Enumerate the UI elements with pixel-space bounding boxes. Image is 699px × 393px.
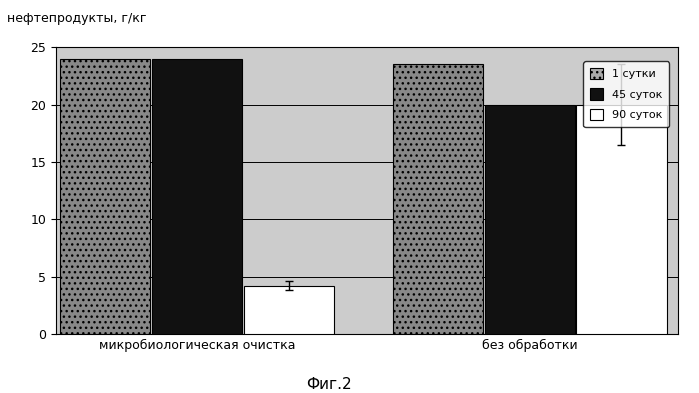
- Legend: 1 сутки, 45 суток, 90 суток: 1 сутки, 45 суток, 90 суток: [584, 61, 670, 127]
- Bar: [484, 105, 575, 334]
- Text: нефтепродукты, г/кг: нефтепродукты, г/кг: [7, 12, 147, 25]
- Bar: [393, 64, 483, 334]
- Bar: [60, 59, 150, 334]
- Bar: [152, 59, 243, 334]
- Bar: [244, 286, 334, 334]
- Bar: [577, 105, 667, 334]
- Text: Фиг.2: Фиг.2: [305, 377, 352, 392]
